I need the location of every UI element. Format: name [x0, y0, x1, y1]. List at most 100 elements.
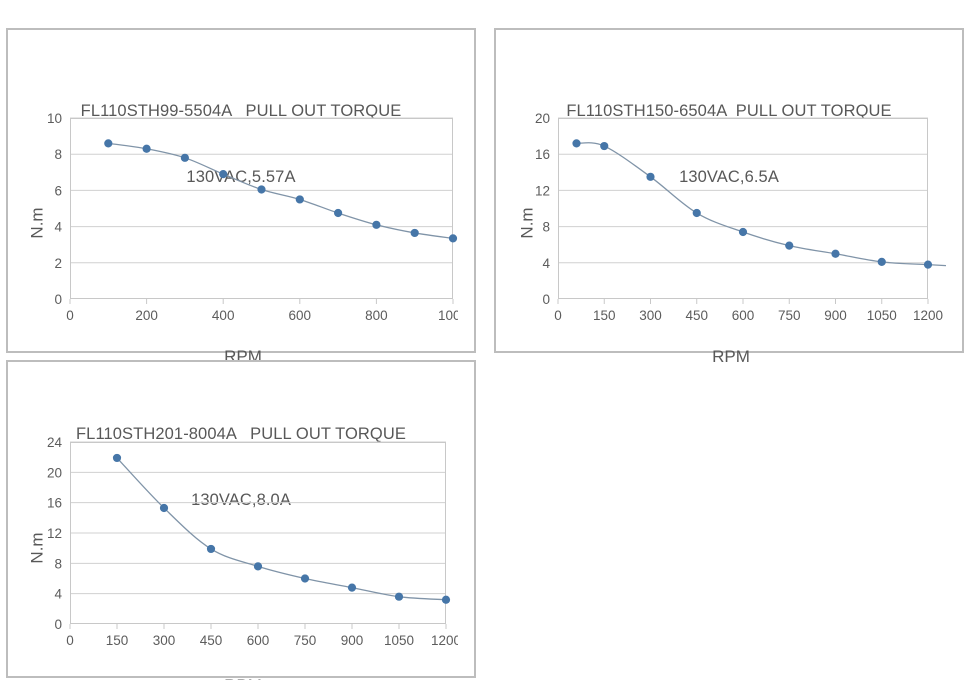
y-tick-label: 8	[542, 220, 550, 235]
y-tick-label: 0	[54, 617, 62, 632]
chart-title: FL110STH99-5504A PULL OUT TORQUE 130VAC,…	[8, 56, 474, 232]
x-tick-label: 300	[153, 633, 176, 648]
y-tick-label: 10	[47, 111, 62, 126]
data-point-marker	[692, 208, 701, 218]
chart-panel-fl110sth150: FL110STH150-6504A PULL OUT TORQUE 130VAC…	[494, 28, 964, 366]
x-tick-label: 150	[593, 308, 616, 323]
chart-title: FL110STH201-8004A PULL OUT TORQUE 130VAC…	[8, 379, 474, 555]
data-markers	[104, 139, 458, 243]
data-point-marker	[646, 172, 655, 181]
x-tick-label: 0	[66, 308, 74, 323]
x-axis-label: RPM	[28, 676, 458, 680]
data-point-marker	[441, 595, 451, 604]
y-tick-label: 24	[47, 435, 63, 450]
y-tick-label: 12	[535, 183, 550, 198]
data-point-marker	[600, 141, 609, 151]
data-point-marker	[572, 139, 581, 148]
plot-area-wrapper: N.m 024681002004006008001000 RPM	[27, 110, 458, 366]
chart-title-line1: FL110STH150-6504A PULL OUT TORQUE	[566, 102, 892, 120]
chart-title-line1: FL110STH99-5504A PULL OUT TORQUE	[80, 102, 402, 120]
x-tick-label: 300	[639, 308, 662, 323]
x-tick-label: 800	[365, 308, 388, 323]
chart-title-line1: FL110STH201-8004A PULL OUT TORQUE	[76, 425, 406, 443]
data-point-marker	[877, 257, 886, 266]
x-tick-label: 1000	[438, 308, 458, 323]
y-tick-labels: 0 4 8 12 16 20 24	[47, 435, 63, 632]
data-point-marker	[738, 227, 748, 237]
x-axis-label: RPM	[712, 347, 750, 366]
data-point-marker	[347, 583, 357, 592]
data-point-marker	[142, 144, 151, 153]
x-tick-label: 0	[554, 308, 562, 323]
x-tick-label: 150	[106, 633, 129, 648]
axis-frame	[70, 118, 453, 299]
y-tick-labels: 0 2 4 6 8 10	[47, 111, 63, 307]
y-tick-label: 4	[542, 256, 550, 271]
data-point-marker	[257, 185, 266, 194]
x-tick-label: 600	[289, 308, 312, 323]
data-markers	[112, 453, 451, 604]
data-point-marker	[831, 249, 840, 258]
y-tick-label: 0	[54, 292, 62, 307]
y-tick-label: 4	[54, 587, 62, 602]
x-tick-label: 600	[732, 308, 755, 323]
x-tick-labels: 0 150 300 450 600 750 900 1050 1200	[554, 308, 943, 323]
data-point-marker	[372, 220, 381, 229]
axis-frame	[70, 442, 446, 624]
chart-panel-fl110sth201: FL110STH201-8004A PULL OUT TORQUE 130VAC…	[6, 360, 476, 680]
series-line	[576, 142, 946, 267]
data-series	[116, 457, 447, 601]
x-tick-label: 1200	[431, 633, 458, 648]
x-tick-label: 750	[778, 308, 801, 323]
data-point-marker	[104, 139, 113, 148]
x-tick-label: 0	[66, 633, 74, 648]
x-tick-label: 900	[341, 633, 364, 648]
x-tick-label: 1200	[913, 308, 943, 323]
x-tick-label: 200	[135, 308, 158, 323]
x-tick-label: 1050	[384, 633, 414, 648]
y-axis-label: N.m	[517, 206, 537, 239]
data-point-marker	[300, 574, 310, 583]
gridlines	[70, 441, 446, 595]
data-point-marker	[410, 228, 419, 238]
data-markers	[572, 139, 933, 269]
y-tick-label: 16	[535, 147, 550, 162]
data-point-marker	[180, 153, 189, 162]
axis-frame	[558, 118, 928, 299]
x-tick-marks	[69, 299, 454, 304]
y-tick-label: 12	[47, 526, 62, 541]
chart-title-line2: 130VAC,8.0A	[191, 491, 291, 509]
data-point-marker	[334, 208, 343, 218]
plot-border	[558, 118, 928, 299]
data-point-marker	[206, 544, 216, 554]
x-tick-marks	[69, 624, 447, 629]
y-tick-label: 20	[47, 465, 62, 480]
y-tick-label: 2	[54, 256, 62, 271]
data-point-marker	[448, 234, 458, 243]
y-tick-label: 20	[535, 111, 550, 126]
y-axis-label: N.m	[27, 206, 47, 239]
x-tick-label: 450	[200, 633, 223, 648]
x-tick-label: 600	[247, 633, 270, 648]
series-line	[116, 457, 447, 601]
chart-panel-fl110sth99: FL110STH99-5504A PULL OUT TORQUE 130VAC,…	[6, 28, 476, 366]
plot-area-wrapper: N.m 0 4 8 12 16 20 0 150 300 450 600 750 900 1050 1200…	[516, 110, 946, 366]
plot-border	[70, 442, 446, 624]
plot-border	[70, 118, 453, 299]
torque-curve-chart-3: 0 4 8 12 16 20 24 0 150 300 450 600 750 900 1050 1200	[47, 435, 458, 648]
plot-area-wrapper: N.m 0 4 8 12 16 20 24 0 150 300 450 600 750 900 1050 12…	[28, 434, 458, 680]
y-tick-label: 0	[542, 292, 550, 307]
chart-title: FL110STH150-6504A PULL OUT TORQUE 130VAC…	[496, 56, 962, 232]
y-tick-label: 8	[54, 147, 62, 162]
data-point-marker	[923, 260, 933, 269]
data-point-marker	[219, 170, 228, 179]
x-tick-label: 1050	[867, 308, 897, 323]
data-point-marker	[112, 453, 122, 463]
y-tick-label: 16	[47, 496, 62, 511]
chart-title-line2: 130VAC,6.5A	[679, 168, 779, 186]
gridlines	[558, 117, 928, 264]
chart-title-line2: 130VAC,5.57A	[186, 168, 296, 186]
x-tick-label: 900	[824, 308, 847, 323]
data-series	[108, 142, 454, 240]
